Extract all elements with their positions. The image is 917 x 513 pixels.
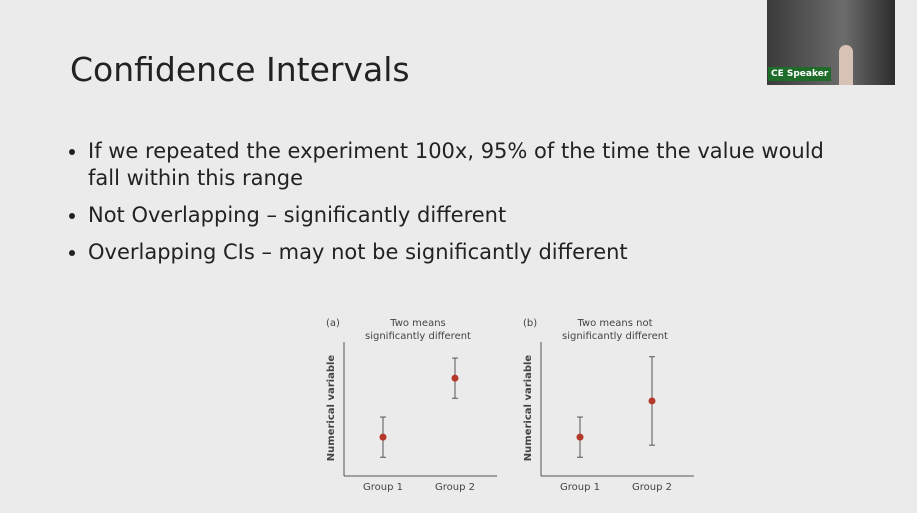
x-tick-label: Group 2 bbox=[435, 482, 475, 493]
x-tick-label: Group 2 bbox=[632, 482, 672, 493]
speaker-label: CE Speaker bbox=[768, 67, 832, 81]
panel-label: (a) bbox=[326, 318, 340, 329]
mean-point bbox=[576, 433, 584, 441]
y-axis-label: Numerical variable bbox=[326, 355, 337, 462]
mean-point bbox=[648, 397, 656, 405]
bullet: Not Overlapping – significantly differen… bbox=[88, 202, 828, 229]
panel-label: (b) bbox=[523, 318, 537, 329]
bullet-list: If we repeated the experiment 100x, 95% … bbox=[66, 138, 828, 276]
chart-title: significantly different bbox=[365, 331, 471, 342]
chart-title: significantly different bbox=[562, 331, 668, 342]
slide-title: Confidence Intervals bbox=[70, 50, 410, 89]
bullet: Overlapping CIs – may not be significant… bbox=[88, 239, 828, 266]
y-axis-label: Numerical variable bbox=[523, 355, 534, 462]
x-tick-label: Group 1 bbox=[363, 482, 403, 493]
chart-title: Two means not bbox=[576, 318, 652, 329]
webcam: CE Speaker bbox=[767, 0, 895, 85]
bullet: If we repeated the experiment 100x, 95% … bbox=[88, 138, 828, 192]
x-tick-label: Group 1 bbox=[560, 482, 600, 493]
chart-title: Two means bbox=[389, 318, 446, 329]
speaker bbox=[839, 45, 853, 85]
mean-point bbox=[379, 433, 387, 441]
mean-point bbox=[451, 374, 459, 382]
